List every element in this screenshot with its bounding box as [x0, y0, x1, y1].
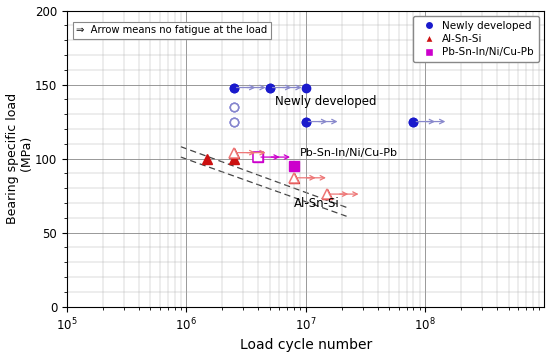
Text: Newly developed: Newly developed [274, 95, 376, 108]
Text: Al-Sn-Si: Al-Sn-Si [294, 197, 340, 211]
Y-axis label: Bearing specific load
  (MPa): Bearing specific load (MPa) [6, 93, 34, 224]
Legend: Newly developed, Al-Sn-Si, Pb-Sn-In/Ni/Cu-Pb: Newly developed, Al-Sn-Si, Pb-Sn-In/Ni/C… [413, 16, 539, 62]
X-axis label: Load cycle number: Load cycle number [240, 338, 372, 352]
Text: ⇒  Arrow means no fatigue at the load: ⇒ Arrow means no fatigue at the load [76, 25, 268, 35]
Text: Pb-Sn-In/Ni/Cu-Pb: Pb-Sn-In/Ni/Cu-Pb [300, 147, 398, 158]
